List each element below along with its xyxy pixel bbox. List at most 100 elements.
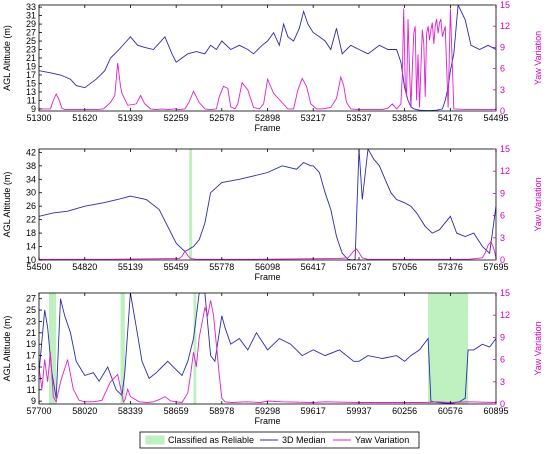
p2-plot-frame [38,148,497,261]
p3-y-right-tick-label: 0 [500,399,505,409]
p1-y-tick-label: 31 [26,11,36,21]
p3-y-right-tick-label: 3 [500,377,505,387]
p2-x-tick-label: 57376 [438,262,463,272]
p2-y-tick-label: 18 [26,228,36,238]
p3-x-tick-label: 60895 [483,406,508,416]
p3-y-right-tick-label: 9 [500,332,505,342]
p3-x-tick-label: 58339 [118,406,143,416]
p1-y-tick-label: 23 [26,45,36,55]
legend-reliable-swatch [145,435,165,445]
p2-y-tick-label: 10 [26,255,36,265]
p1-x-tick-label: 52898 [255,113,280,123]
p1-y-tick-label: 11 [27,95,36,105]
p3-y-tick-label: 9 [31,396,36,406]
p3-median-line [39,293,496,404]
p3-y-right-tick-label: 6 [500,355,505,365]
p1-x-axis-label: Frame [254,123,280,133]
p3-y-tick-label: 19 [26,339,36,349]
p3-reliable-span-1 [49,293,57,404]
p2-y-tick-label: 22 [26,215,36,225]
legend: Classified as Reliable 3D Median Yaw Var… [139,431,420,449]
p3-y-right-tick-label: 12 [500,310,510,320]
p1-y-tick-label: 15 [26,78,36,88]
p1-y-tick-label: 17 [26,70,36,80]
p1-y-axis-label: AGL Altitude (m) [2,25,12,91]
panel-3: 57700 58020 58339 58659 58978 59298 59617 59937… [2,288,543,426]
p1-y-tick-label: 25 [26,36,36,46]
p1-x-tick-label: 52578 [209,113,234,123]
p2-y-tick-label: 26 [26,201,36,211]
p1-y-right-tick-label: 9 [500,42,505,52]
p3-x-tick-label: 59617 [301,406,326,416]
p3-reliable-span-4 [428,293,469,404]
p3-x-tick-label: 58020 [72,406,97,416]
p3-y-tick-label: 25 [26,305,36,315]
p2-x-tick-label: 56098 [255,262,280,272]
p3-y-tick-label: 13 [26,373,36,383]
p2-reliable-span-1 [189,149,193,260]
p1-y-right-tick-label: 6 [500,64,505,74]
p1-y-right-tick-label: 3 [500,85,505,95]
p2-x-tick-label: 54500 [26,262,51,272]
legend-box [139,431,420,449]
p3-reliable-span-2 [120,293,125,404]
p3-y-right-tick-label: 15 [500,288,510,298]
p3-y-tick-label: 27 [26,294,36,304]
p2-y-axis-label: AGL Altitude (m) [2,172,12,238]
legend-yaw-label: Yaw Variation [355,435,409,445]
p2-x-tick-label: 55459 [164,262,189,272]
panel-2: 54500 54820 55139 55459 55778 56098 56417 56737… [2,144,543,282]
p1-y-tick-label: 21 [26,53,36,63]
p1-x-tick-label: 53217 [301,113,326,123]
p1-x-tick-label: 51620 [72,113,97,123]
panel-1: 51300 51620 51939 52259 52578 52898 53217 53537… [2,0,543,133]
p3-y-tick-label: 15 [26,362,36,372]
p2-y-tick-label: 34 [26,174,36,184]
p2-x-tick-label: 55778 [209,262,234,272]
p3-x-tick-label: 58978 [209,406,234,416]
p2-y-right-axis-label: Yaw Variation [533,177,543,231]
p1-x-tick-label: 54176 [438,113,463,123]
p3-x-tick-label: 60256 [392,406,417,416]
p1-y-tick-label: 27 [26,28,36,38]
p1-y-tick-label: 9 [31,104,36,114]
p2-x-tick-label: 56737 [346,262,371,272]
p1-x-tick-label: 54495 [483,113,508,123]
p2-y-right-tick-label: 3 [500,233,505,243]
p2-y-right-tick-label: 15 [500,144,510,154]
p1-x-tick-label: 53856 [392,113,417,123]
p1-y-tick-label: 19 [26,61,36,71]
p2-y-right-tick-label: 6 [500,211,505,221]
p2-y-tick-label: 38 [26,161,36,171]
p2-x-tick-label: 57695 [483,262,508,272]
p3-reliable-span-3 [193,293,197,404]
p1-y-tick-label: 33 [26,2,36,12]
p1-yaw-variation-line [39,8,496,111]
p1-x-tick-label: 51939 [118,113,143,123]
p3-y-tick-label: 23 [26,316,36,326]
p1-y-right-tick-label: 0 [500,106,505,116]
legend-reliable-label: Classified as Reliable [168,435,254,445]
p3-y-tick-label: 21 [26,328,36,338]
p2-median-line [39,149,496,260]
p2-y-tick-label: 30 [26,188,36,198]
p1-y-tick-label: 13 [26,87,36,97]
p2-yaw-variation-line [39,240,496,260]
p2-x-axis-label: Frame [254,272,280,282]
p2-x-tick-label: 55139 [118,262,143,272]
p1-y-right-axis-label: Yaw Variation [533,31,543,85]
p3-y-tick-label: 17 [26,351,36,361]
p2-y-right-tick-label: 0 [500,255,505,265]
p3-y-right-axis-label: Yaw Variation [533,321,543,375]
p2-x-tick-label: 56417 [301,262,326,272]
legend-median-label: 3D Median [282,435,326,445]
p3-x-tick-label: 60576 [438,406,463,416]
p2-y-tick-label: 14 [26,242,36,252]
p3-x-tick-label: 58659 [164,406,189,416]
p1-y-tick-label: 29 [26,19,36,29]
p3-x-tick-label: 57700 [26,406,51,416]
p2-y-tick-label: 42 [26,147,36,157]
p3-x-tick-label: 59937 [346,406,371,416]
p1-x-tick-label: 53537 [346,113,371,123]
